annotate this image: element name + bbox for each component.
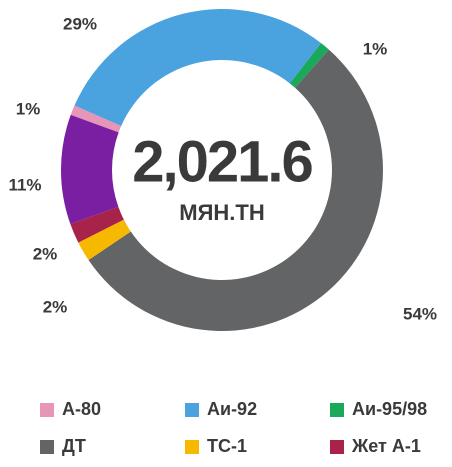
legend-label: Аи-92: [207, 399, 257, 419]
legend-label: ДТ: [62, 436, 86, 456]
legend-swatch: [40, 403, 54, 417]
data-label: 11%: [8, 175, 41, 194]
legend-swatch: [40, 440, 54, 454]
data-label: 2%: [33, 244, 58, 263]
legend-swatch: [330, 403, 344, 417]
donut-segment: [289, 43, 329, 88]
legend-label: Жет А-1: [351, 436, 421, 456]
center-unit: МЯН.ТН: [179, 200, 264, 225]
legend-label: Аи-95/98: [352, 399, 427, 419]
center-value: 2,021.6: [132, 129, 312, 194]
donut-segment: [70, 105, 122, 133]
data-label: 1%: [16, 99, 41, 118]
legend-swatch: [330, 440, 344, 454]
donut-segment: [74, 9, 322, 126]
donut-segment: [70, 206, 124, 243]
data-label: 29%: [63, 14, 97, 33]
legend-swatch: [185, 440, 199, 454]
legend-swatch: [185, 403, 199, 417]
donut-segment: [61, 114, 119, 225]
data-label: 1%: [363, 39, 388, 58]
donut-segment: [88, 49, 383, 331]
donut-segment: [78, 219, 131, 261]
legend-label: А-80: [62, 399, 101, 419]
data-label: 54%: [403, 304, 437, 323]
legend-label: ТС-1: [207, 436, 247, 456]
data-label: 2%: [43, 297, 68, 316]
